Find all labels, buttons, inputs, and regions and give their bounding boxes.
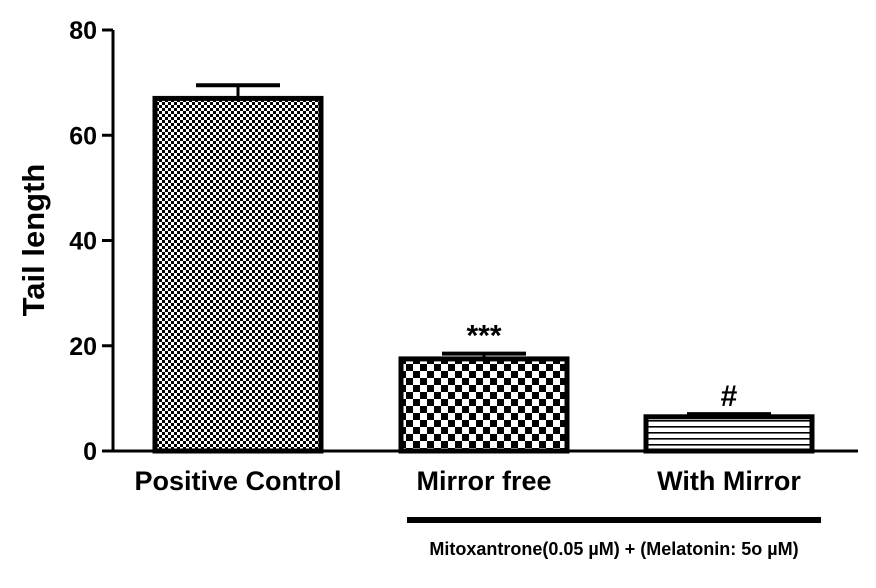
group-caption: Mitoxantrone(0.05 µM) + (Melatonin: 5o µ… <box>429 539 798 559</box>
y-tick-label: 60 <box>69 122 97 150</box>
x-labels: Positive Control Mirror free With Mirror <box>134 466 801 496</box>
bar-mirror-free <box>398 356 570 454</box>
bars: *** # <box>152 83 815 454</box>
x-tick-label: Positive Control <box>134 466 341 496</box>
x-tick-label: With Mirror <box>657 466 801 496</box>
y-ticks: 0 20 40 60 80 <box>69 17 113 466</box>
y-tick-label: 40 <box>69 228 97 256</box>
bar-positive-control <box>152 95 324 454</box>
significance-annotation: # <box>721 380 738 413</box>
y-tick-label: 80 <box>69 17 97 45</box>
y-axis-label: Tail length <box>16 164 51 317</box>
y-tick-label: 20 <box>69 333 97 361</box>
bar-with-mirror <box>643 414 815 454</box>
y-tick-label: 0 <box>83 438 97 466</box>
x-tick-label: Mirror free <box>416 466 551 496</box>
significance-annotation: *** <box>466 320 501 353</box>
